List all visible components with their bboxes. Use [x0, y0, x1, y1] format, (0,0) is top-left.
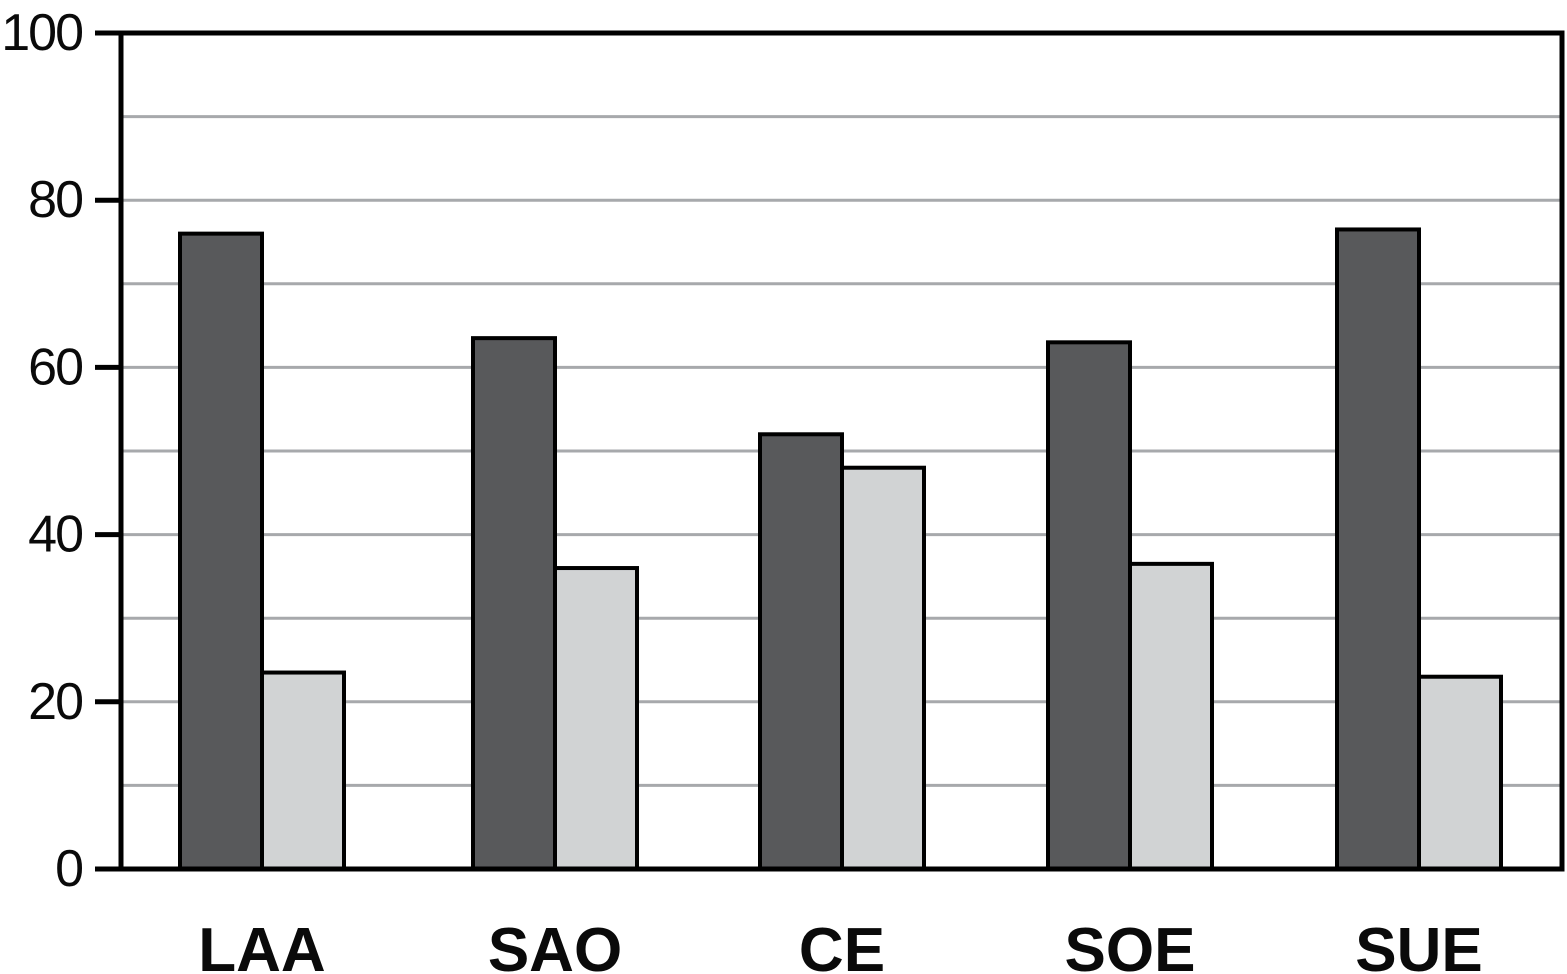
- x-category-label-soe: SOE: [1065, 916, 1196, 974]
- y-tick-label: 80: [28, 171, 82, 229]
- y-axis-ticks: [95, 30, 121, 872]
- bar-ce-dark_gray: [758, 432, 844, 871]
- y-tick-label: 100: [1, 4, 82, 62]
- bar-sao-dark_gray: [471, 336, 557, 871]
- bar-laa-light_gray: [260, 670, 346, 871]
- y-tick-label: 20: [28, 673, 82, 731]
- bar-laa-dark_gray: [178, 231, 264, 871]
- x-axis-labels: LAA SAO CE SOE SUE: [198, 916, 1482, 974]
- y-tick-label: 0: [55, 840, 82, 898]
- plot-frame: [118, 30, 1565, 872]
- bar-sao-light_gray: [553, 566, 639, 871]
- bar-soe-dark_gray: [1046, 340, 1132, 871]
- x-category-label-laa: LAA: [198, 916, 325, 974]
- x-category-label-sue: SUE: [1355, 916, 1482, 974]
- y-tick-label: 40: [28, 506, 82, 564]
- bar-soe-light_gray: [1128, 561, 1214, 871]
- y-axis-labels: 0 20 40 60 80 100: [1, 4, 84, 898]
- bar-ce-light_gray: [840, 465, 926, 871]
- bars: [178, 227, 1503, 871]
- x-category-label-ce: CE: [799, 916, 885, 974]
- bar-sue-light_gray: [1417, 674, 1503, 871]
- bar-sue-dark_gray: [1335, 227, 1421, 871]
- y-tick-label: 60: [28, 338, 82, 396]
- x-category-label-sao: SAO: [488, 916, 622, 974]
